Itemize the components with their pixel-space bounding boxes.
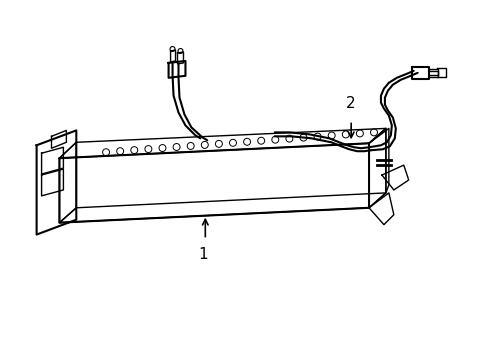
Text: 1: 1: [198, 247, 208, 262]
Text: 2: 2: [346, 95, 355, 111]
